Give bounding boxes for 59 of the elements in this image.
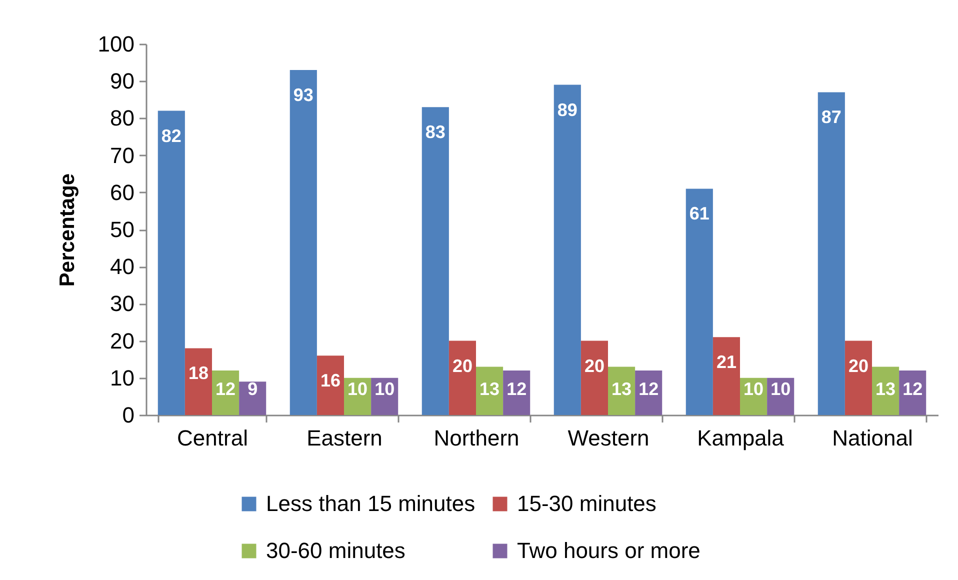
y-tick-label: 70 [110,142,134,168]
y-axis-title: Percentage [56,173,79,287]
data-label: 20 [452,356,472,376]
data-label: 20 [848,356,868,376]
y-tick-label: 60 [110,180,134,205]
y-tick-label: 80 [110,106,134,131]
legend-label: Less than 15 minutes [266,491,476,516]
data-label: 16 [320,370,340,391]
y-tick-label: 40 [110,254,134,280]
bar [580,340,608,415]
data-label: 13 [876,379,896,399]
x-tick-label: Kampala [697,426,785,450]
data-label: 9 [248,379,258,399]
bar [818,92,845,415]
y-tick-label: 20 [110,328,134,354]
data-label: 82 [161,126,182,146]
legend-label: Two hours or more [517,538,700,563]
data-label: 89 [557,100,578,120]
y-tick-label: 50 [110,217,134,242]
bar [844,340,872,415]
bar [422,107,449,415]
legend-label: 30-60 minutes [266,538,406,563]
data-label: 12 [902,379,923,399]
data-label: 10 [744,379,764,399]
data-label: 20 [584,356,604,376]
data-label: 83 [425,122,446,142]
data-label: 10 [374,379,395,399]
bar [239,382,266,415]
bar [686,188,713,415]
y-tick-label: 10 [110,365,134,390]
x-tick-label: Central [177,426,248,450]
y-tick-label: 100 [98,32,134,56]
data-label: 18 [188,363,208,384]
data-label: 10 [348,379,368,399]
y-tick-label: 0 [122,402,134,428]
legend-label: 15-30 minutes [517,491,656,516]
data-label: 93 [293,84,314,105]
x-tick-label: Northern [434,426,520,450]
bar [448,340,476,415]
y-tick-label: 30 [110,291,134,316]
data-label: 12 [216,379,236,399]
x-tick-label: Eastern [306,426,382,450]
x-tick-label: Western [568,426,650,450]
y-tick-label: 90 [110,68,134,94]
data-label: 12 [638,379,659,399]
data-label: 10 [770,379,791,399]
data-label: 13 [480,379,500,399]
bar [184,348,212,415]
data-label: 21 [716,352,736,372]
bar [712,337,740,415]
data-label: 61 [689,204,710,224]
bar [290,70,317,415]
bar [316,356,344,415]
data-label: 87 [821,107,842,128]
data-label: 12 [506,379,527,399]
data-label: 13 [612,379,632,399]
bar [554,84,581,415]
x-tick-label: National [832,426,913,450]
bar [158,110,185,415]
